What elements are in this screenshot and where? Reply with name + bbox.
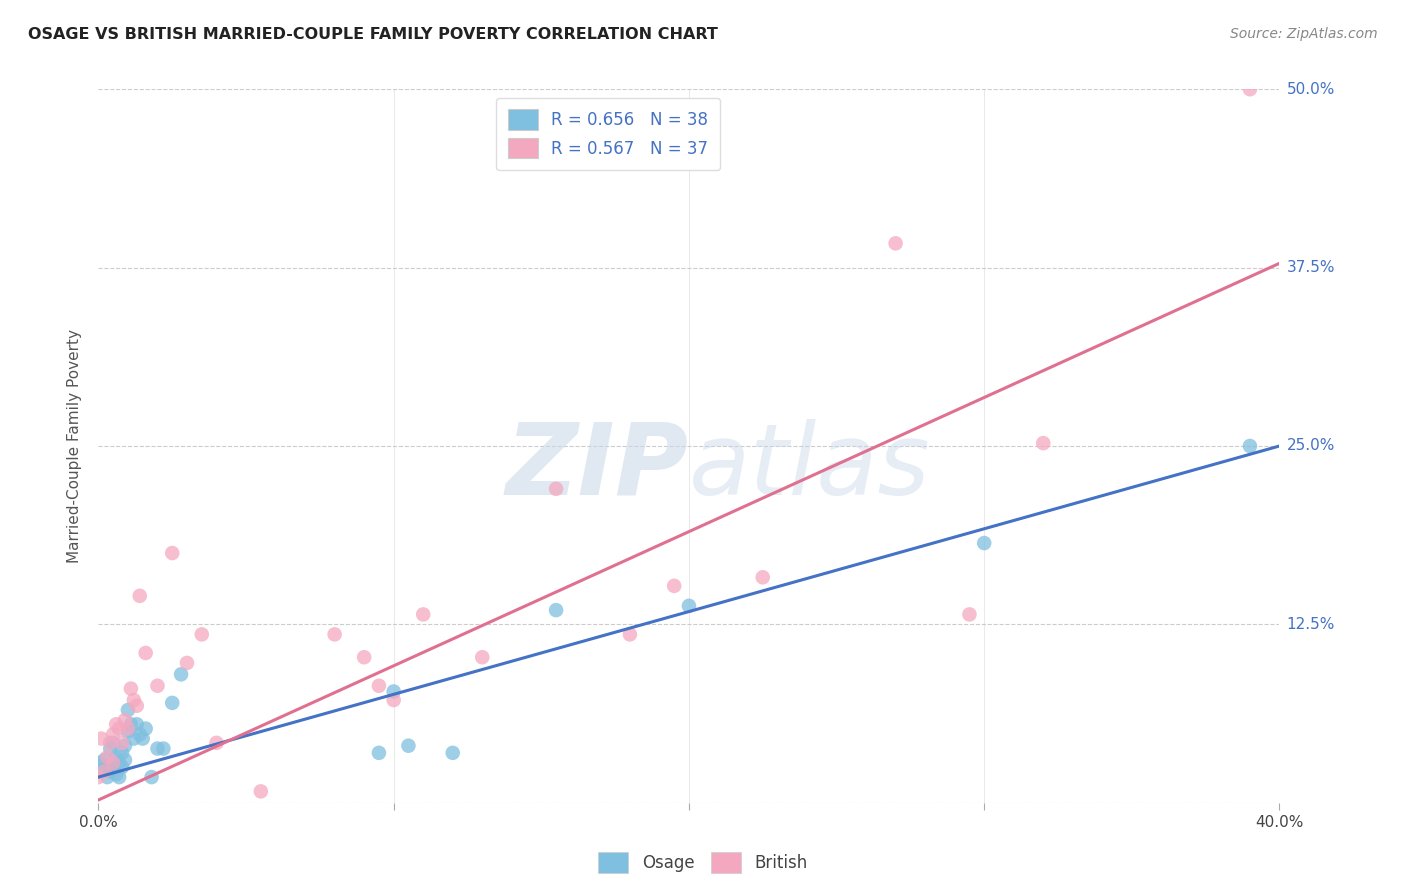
Point: [368, 746, 391, 760]
Point: [323, 627, 346, 641]
Point: [250, 784, 273, 798]
Point: [96, 750, 118, 764]
Text: 50.0%: 50.0%: [1286, 82, 1334, 96]
Point: [152, 741, 174, 756]
Point: [135, 722, 157, 736]
Point: [1032, 436, 1054, 450]
Point: [114, 753, 136, 767]
Point: [146, 679, 169, 693]
Point: [120, 681, 142, 696]
Point: [191, 627, 214, 641]
Point: [128, 727, 150, 741]
Point: [382, 693, 405, 707]
Point: [1239, 82, 1261, 96]
Y-axis label: Married-Couple Family Poverty: Married-Couple Family Poverty: [67, 329, 83, 563]
Point: [111, 746, 134, 760]
Point: [103, 760, 125, 774]
Point: [122, 693, 145, 707]
Point: [125, 717, 148, 731]
Point: [162, 696, 183, 710]
Point: [128, 589, 150, 603]
Point: [111, 760, 134, 774]
Point: [93, 753, 115, 767]
Point: [884, 236, 907, 251]
Legend: R = 0.656   N = 38, R = 0.567   N = 37: R = 0.656 N = 38, R = 0.567 N = 37: [496, 97, 720, 169]
Point: [90, 756, 112, 770]
Point: [125, 698, 148, 713]
Point: [471, 650, 494, 665]
Point: [98, 764, 121, 779]
Point: [105, 767, 128, 781]
Point: [205, 736, 228, 750]
Text: 12.5%: 12.5%: [1286, 617, 1334, 632]
Point: [162, 546, 183, 560]
Point: [973, 536, 995, 550]
Point: [108, 756, 131, 770]
Point: [103, 736, 125, 750]
Point: [544, 603, 567, 617]
Point: [368, 679, 391, 693]
Point: [108, 770, 131, 784]
Text: OSAGE VS BRITISH MARRIED-COUPLE FAMILY POVERTY CORRELATION CHART: OSAGE VS BRITISH MARRIED-COUPLE FAMILY P…: [28, 27, 718, 42]
Point: [664, 579, 686, 593]
Point: [98, 736, 121, 750]
Point: [382, 684, 405, 698]
Point: [412, 607, 434, 622]
Point: [111, 736, 134, 750]
Point: [117, 724, 139, 739]
Legend: Osage, British: Osage, British: [592, 846, 814, 880]
Point: [93, 764, 115, 779]
Point: [619, 627, 641, 641]
Point: [353, 650, 375, 665]
Text: 37.5%: 37.5%: [1286, 260, 1334, 275]
Point: [122, 731, 145, 746]
Point: [98, 741, 121, 756]
Point: [87, 764, 110, 779]
Point: [114, 739, 136, 753]
Text: ZIP: ZIP: [506, 419, 689, 516]
Text: atlas: atlas: [689, 419, 931, 516]
Point: [87, 770, 110, 784]
Point: [96, 770, 118, 784]
Point: [135, 646, 157, 660]
Point: [141, 770, 163, 784]
Point: [544, 482, 567, 496]
Point: [105, 750, 128, 764]
Point: [90, 731, 112, 746]
Point: [103, 727, 125, 741]
Point: [117, 703, 139, 717]
Point: [132, 731, 155, 746]
Point: [114, 713, 136, 727]
Point: [96, 760, 118, 774]
Text: Source: ZipAtlas.com: Source: ZipAtlas.com: [1230, 27, 1378, 41]
Point: [105, 717, 128, 731]
Point: [441, 746, 464, 760]
Point: [103, 756, 125, 770]
Point: [108, 722, 131, 736]
Text: 25.0%: 25.0%: [1286, 439, 1334, 453]
Point: [678, 599, 700, 613]
Point: [120, 717, 142, 731]
Point: [1239, 439, 1261, 453]
Point: [751, 570, 773, 584]
Point: [176, 656, 198, 670]
Point: [396, 739, 419, 753]
Point: [117, 722, 139, 736]
Point: [170, 667, 193, 681]
Point: [146, 741, 169, 756]
Point: [959, 607, 981, 622]
